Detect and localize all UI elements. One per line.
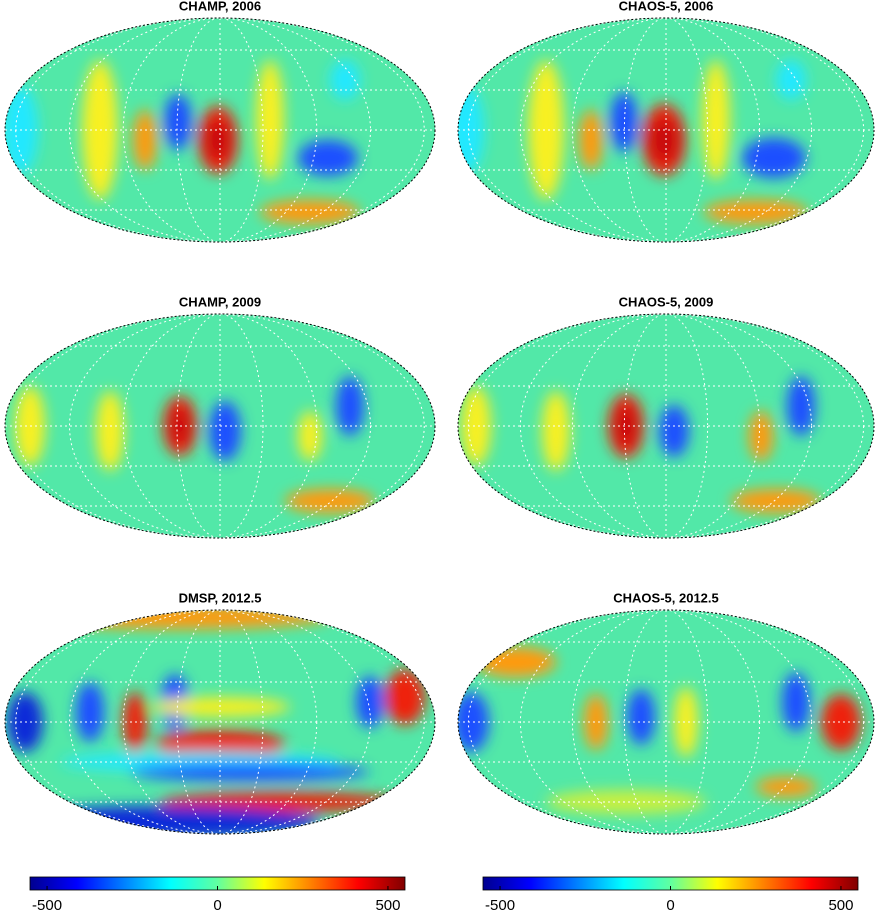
panel-title: CHAMP, 2009: [179, 294, 261, 309]
anomaly: [298, 140, 358, 176]
anomaly: [298, 411, 322, 461]
anomaly: [130, 763, 370, 781]
map: [458, 314, 874, 538]
anomaly: [256, 60, 284, 180]
panel-title: CHAOS-5, 2009: [619, 294, 714, 309]
anomaly: [30, 605, 330, 629]
anomaly: [787, 376, 815, 436]
anomaly: [627, 689, 655, 745]
colorbar-tick-label: -500: [485, 897, 515, 914]
anomaly: [704, 200, 808, 224]
anomaly: [385, 669, 425, 725]
panel-title: DMSP, 2012.5: [179, 590, 262, 605]
anomaly: [206, 120, 230, 160]
anomaly: [610, 92, 638, 152]
anomaly: [749, 411, 773, 461]
anomaly: [702, 60, 730, 180]
colorbar-tick-label: 0: [666, 897, 674, 914]
anomaly: [659, 405, 689, 457]
anomaly: [776, 60, 806, 100]
anomaly: [742, 138, 806, 178]
map: [0, 605, 435, 838]
anomaly: [650, 118, 678, 162]
colorbar-tick-label: 500: [828, 897, 853, 914]
anomaly: [756, 777, 816, 797]
anomaly: [782, 672, 810, 732]
anomaly: [96, 391, 124, 471]
anomaly: [731, 489, 821, 513]
anomaly: [579, 110, 603, 170]
anomaly: [330, 60, 360, 100]
panel-title: CHAMP, 2006: [179, 0, 261, 13]
anomaly: [164, 94, 192, 150]
map: [5, 314, 435, 538]
anomaly: [461, 386, 491, 466]
colorbar-tick-label: 500: [375, 897, 400, 914]
anomaly: [0, 806, 320, 838]
anomaly: [76, 682, 104, 742]
anomaly: [133, 110, 157, 170]
colorbar-tick-label: -500: [32, 897, 62, 914]
panel-title: CHAOS-5, 2012.5: [613, 590, 719, 605]
map: [448, 18, 874, 242]
map: [453, 610, 874, 834]
anomaly: [260, 200, 360, 224]
anomaly: [209, 401, 241, 461]
panel-title: CHAOS-5, 2006: [619, 0, 714, 13]
anomaly: [542, 391, 570, 471]
colorbar-tick-label: 0: [213, 897, 221, 914]
anomaly: [476, 647, 556, 677]
anomaly: [285, 489, 375, 513]
figure: CHAMP, 2006 CHAOS-5, 2006 CHAMP, 2009 CHAOS…: [0, 0, 887, 915]
